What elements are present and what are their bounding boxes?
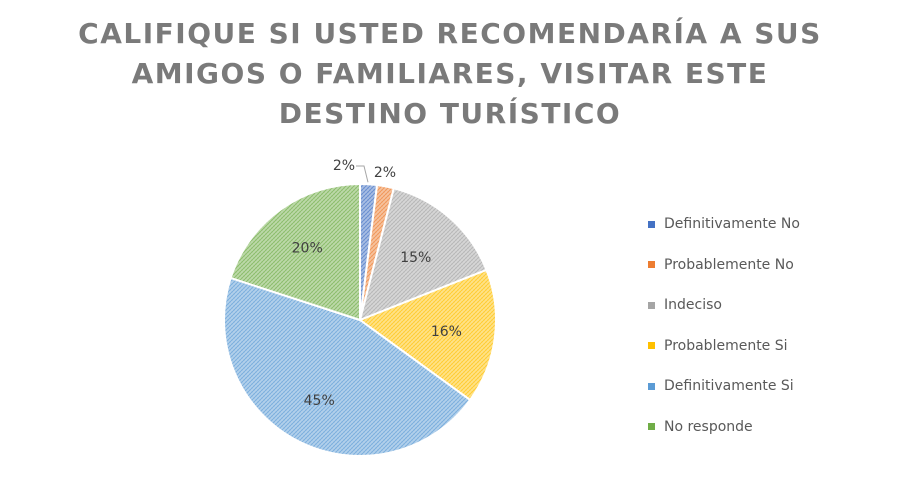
legend-label: No responde (664, 418, 753, 435)
legend-swatch (648, 382, 655, 390)
chart-title: CALIFIQUE SI USTED RECOMENDARÍA A SUS AM… (0, 14, 900, 134)
legend-swatch (648, 301, 655, 309)
legend-item: Probablemente No (648, 245, 800, 286)
data-label: 2% (374, 165, 396, 181)
chart-title-line-1: CALIFIQUE SI USTED RECOMENDARÍA A SUS (78, 17, 822, 50)
data-labels: 2% 2% 15% 16% 45% 20% (292, 158, 462, 409)
legend-item: Definitivamente Si (648, 366, 800, 407)
pie-slice (223, 276, 472, 457)
pie-slice (229, 182, 361, 322)
legend-label: Definitivamente Si (664, 378, 794, 395)
chart-title-line-2: AMIGOS O FAMILIARES, VISITAR ESTE (131, 57, 769, 90)
legend-item: Probablemente Si (648, 326, 800, 367)
legend: Definitivamente No Probablemente No Inde… (648, 204, 800, 447)
leader-lines (356, 165, 369, 183)
legend-item: Definitivamente No (648, 204, 800, 245)
data-label: 15% (400, 250, 431, 266)
legend-swatch (648, 423, 655, 431)
pie-slice (358, 187, 488, 322)
data-label: 20% (292, 240, 323, 256)
legend-label: Indeciso (664, 297, 722, 314)
chart-title-line-3: DESTINO TURÍSTICO (278, 97, 622, 130)
legend-item: Indeciso (648, 285, 800, 326)
legend-swatch (648, 342, 655, 350)
data-label: 45% (304, 393, 335, 409)
data-label: 16% (431, 324, 462, 340)
legend-label: Probablemente Si (664, 337, 788, 354)
legend-label: Probablemente No (664, 256, 794, 273)
leader-line (356, 165, 369, 183)
legend-swatch (648, 220, 655, 228)
pie-slice (357, 268, 497, 402)
data-label: 2% (333, 158, 355, 174)
pie-slices (223, 182, 497, 457)
legend-label: Definitivamente No (664, 216, 800, 233)
legend-item: No responde (648, 407, 800, 448)
legend-swatch (648, 261, 655, 269)
